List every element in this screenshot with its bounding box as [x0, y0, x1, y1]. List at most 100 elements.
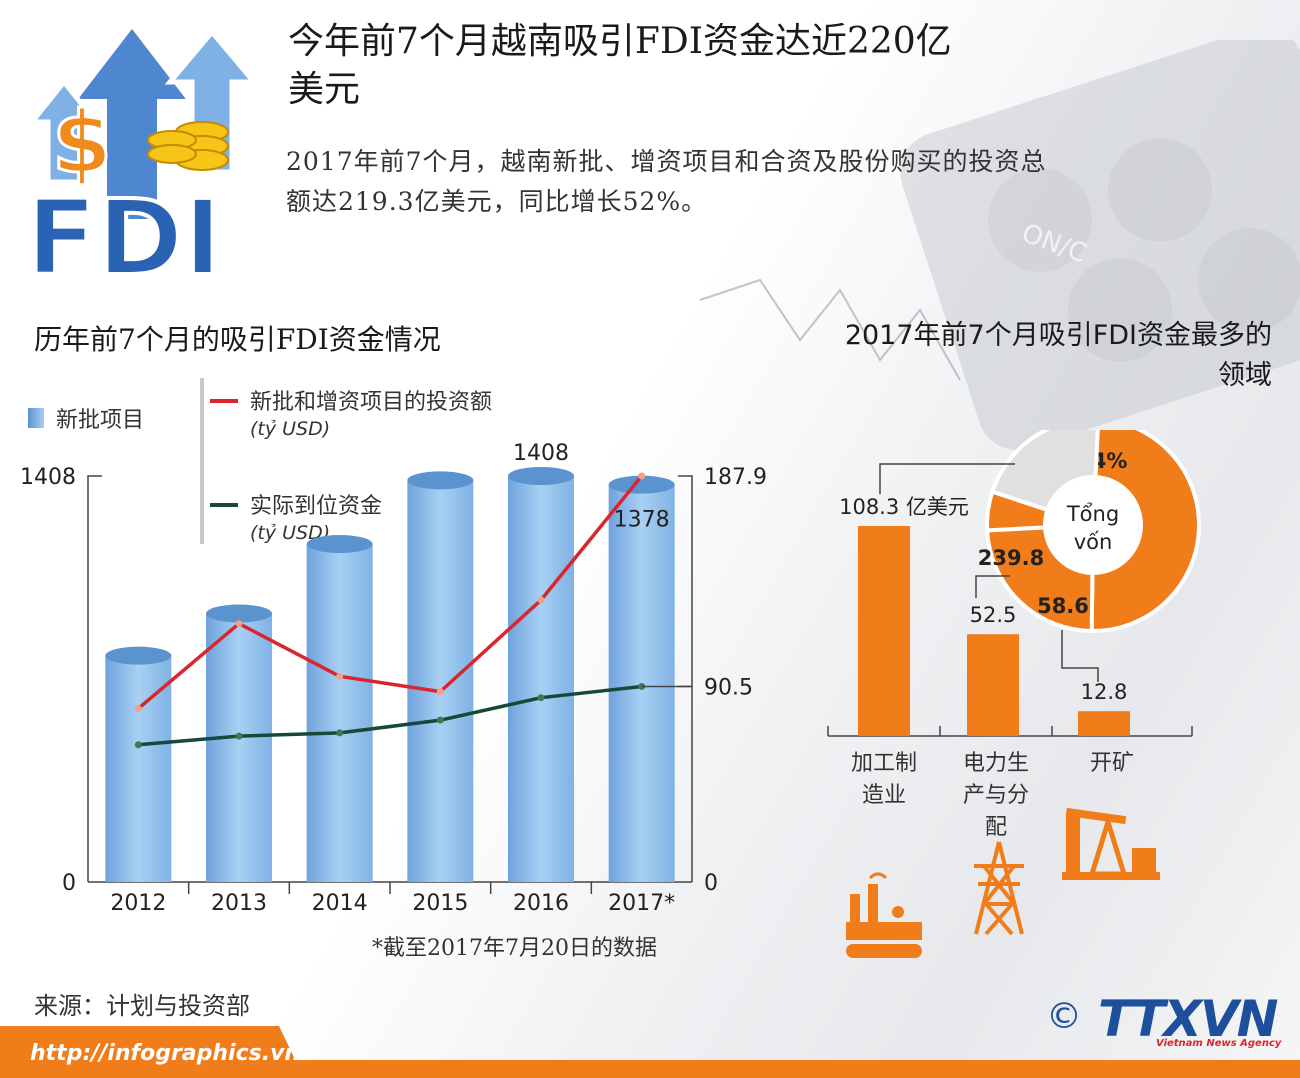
sector-category-label-line: 产与分 [962, 783, 1029, 808]
right-axis-tick-label: 187.9 [704, 465, 767, 490]
investment-point [336, 672, 344, 680]
sector-bar-value: 52.5 [970, 603, 1017, 627]
disbursed-line [138, 684, 642, 747]
source-text: 来源：计划与投资部 [34, 992, 250, 1020]
footer-bar [0, 1060, 1300, 1078]
disbursed-point [336, 729, 344, 737]
donut-center-label: Tổng [1066, 502, 1119, 526]
ttxvn-logo: TTXVN [1098, 990, 1278, 1048]
bar-cap [206, 604, 272, 623]
sector-category-label-line: 加工制 [850, 751, 917, 776]
sector-bar-value: 12.8 [1081, 680, 1128, 704]
right-chart-title: 2017年前7个月吸引FDI资金最多的 领域 [752, 316, 1272, 396]
title-line-2: 美元 [288, 69, 361, 110]
bar-projects [508, 476, 574, 882]
sector-bar [858, 526, 910, 736]
legend-unit-disbursed: (tỷ USD) [250, 522, 331, 544]
bar-projects [105, 655, 172, 882]
bar-cap [608, 475, 675, 494]
investment-point [235, 620, 243, 628]
intro-text: 2017年前7个月，越南新批、增资项目和合资及股份购买的投资总 额达219.3亿… [286, 142, 1246, 222]
legend-swatch-projects [28, 408, 44, 428]
sector-bar [1078, 711, 1130, 736]
sector-category-label-line: 电力生 [962, 751, 1029, 776]
right-axis-line [678, 475, 693, 882]
title-line-1: 今年前7个月越南吸引FDI资金达近220亿 [288, 21, 952, 62]
oil-pump-icon [1062, 807, 1160, 880]
fdi-logo-text: FDI [26, 177, 222, 292]
donut-slice [1089, 430, 1201, 633]
legend-swatch-disbursed [210, 503, 238, 507]
donut-hole [1047, 479, 1139, 571]
legend-swatch-investment [210, 399, 238, 403]
sector-category-label-line: 开矿 [1089, 751, 1134, 776]
left-axis-tick-label: 1408 [20, 465, 76, 490]
sector-category-label-line: 造业 [861, 783, 906, 808]
investment-point [436, 688, 444, 696]
footer-url-tab [0, 1026, 300, 1070]
donut-slice [989, 430, 1100, 513]
bar-data-label: 1408 [513, 441, 569, 466]
factory-icon [846, 872, 922, 958]
bar-projects [407, 480, 474, 882]
right-axis-tick-label: 90.5 [704, 675, 753, 700]
page-title: 今年前7个月越南吸引FDI资金达近220亿 美元 [288, 18, 1088, 114]
bar-data-label: 1378 [614, 508, 670, 533]
investment-point [537, 596, 545, 604]
donut-center-label: vốn [1074, 530, 1113, 554]
fdi-logo-icon: $ FDI [24, 19, 260, 292]
sector-category-label-line: 配 [984, 815, 1007, 840]
sector-category-label: 电力生 产与分配 [946, 748, 1046, 844]
disbursed-point [235, 732, 243, 740]
copyright-symbol: © [1046, 996, 1082, 1037]
right-title-line-2: 领域 [1218, 360, 1272, 391]
investment-point [134, 704, 142, 712]
left-axis-line [87, 475, 102, 882]
x-tick-label: 2017* [608, 891, 675, 916]
investment-point [638, 472, 646, 480]
intro-line-2: 额达219.3亿美元，同比增长52%。 [286, 187, 708, 216]
legend-label-projects: 新批项目 [56, 408, 145, 433]
background-calculator-illustration: ON/C [699, 40, 1300, 450]
sector-category-label: 加工制 造业 [834, 748, 934, 812]
connector-power [975, 575, 1010, 598]
legend-unit-investment: (tỷ USD) [250, 418, 331, 440]
x-tick-label: 2015 [412, 891, 468, 916]
bar-projects [206, 613, 272, 882]
footer-url-link[interactable]: http://infographics.vn [30, 1041, 301, 1066]
x-tick-label: 2016 [513, 891, 569, 916]
bar-cap [306, 535, 373, 554]
legend-label-investment: 新批和增资项目的投资额 [250, 390, 493, 415]
connector-manufacturing [879, 463, 1015, 494]
bar-cap [407, 471, 474, 490]
right-title-line-1: 2017年前7个月吸引FDI资金最多的 [844, 320, 1272, 351]
bar-projects [306, 544, 373, 882]
connector-mining [1061, 630, 1099, 682]
sector-category-label: 开矿 [1062, 748, 1162, 780]
legend-label-disbursed: 实际到位资金 [250, 494, 383, 519]
sector-bar [967, 634, 1019, 736]
legend-divider [200, 378, 204, 544]
donut-slice-label: 58.6 [1037, 594, 1089, 618]
power-tower-icon [974, 841, 1024, 936]
dollar-sign-glyph: $ [52, 93, 112, 193]
x-tick-label: 2012 [110, 891, 166, 916]
sector-bar-value: 108.3 亿美元 [839, 495, 969, 519]
left-chart-title: 历年前7个月的吸引FDI资金情况 [34, 323, 441, 356]
donut-slice [985, 525, 1095, 634]
chart-footnote: *截至2017年7月20日的数据 [372, 936, 657, 961]
intro-line-1: 2017年前7个月，越南新批、增资项目和合资及股份购买的投资总 [286, 147, 1047, 176]
ttxvn-tagline: Vietnam News Agency [1156, 1038, 1282, 1049]
disbursed-point [436, 716, 444, 724]
left-axis-tick-label: 0 [62, 871, 76, 896]
x-tick-label: 2013 [211, 891, 267, 916]
bar-cap [508, 467, 574, 485]
bar-cap [105, 646, 172, 665]
disbursed-point [134, 741, 142, 749]
fdi-history-combo-chart: 1408 0 187.9 90.5 0 2012 2013 2014 2015 2016 2017*… [20, 441, 767, 916]
donut-slice-label: 239.8 [978, 546, 1044, 570]
disbursed-point [537, 694, 545, 702]
right-axis-tick-label: 0 [704, 871, 718, 896]
